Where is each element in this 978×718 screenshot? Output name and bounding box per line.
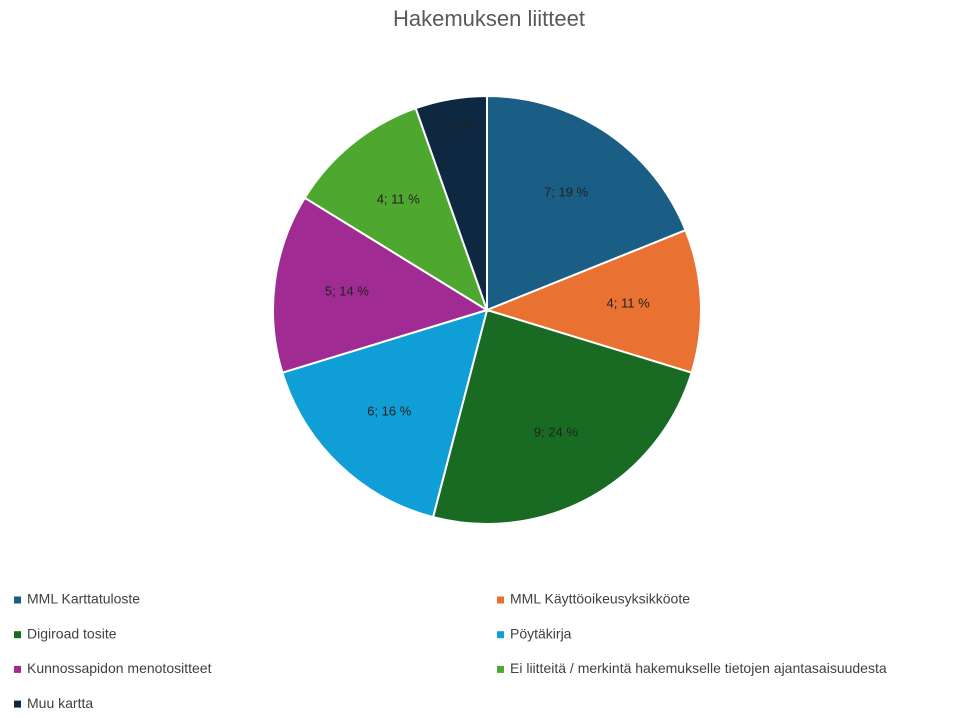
legend-label: MML Käyttöoikeusyksikköote [510,591,690,607]
pie-slice [414,94,488,311]
pie-slice [303,106,489,313]
pie-slice [486,94,687,312]
legend-label: MML Karttatuloste [27,591,140,607]
data-label: 4; 11 % [607,295,651,310]
data-label: 4; 11 % [377,192,421,207]
legend-swatch [14,631,21,639]
data-label: 5; 14 % [325,283,370,298]
data-label: 6; 16 % [367,403,412,418]
chart-title: Hakemuksen liitteet [393,6,585,31]
legend-swatch [14,596,21,604]
legend-swatch [497,596,504,604]
legend-swatch [14,700,21,708]
legend-label: Muu kartta [27,695,93,711]
legend-swatch [497,665,504,673]
legend-swatch [497,631,504,639]
pie-slice [484,228,702,374]
legend-label: Digiroad tosite [27,625,117,641]
data-label: 7; 19 % [544,184,589,199]
pie-slice [281,308,489,519]
legend-label: Pöytäkirja [510,625,572,641]
pie-slice [272,196,490,374]
legend-label: Kunnossapidon menotositteet [27,660,212,676]
data-label: 9; 24 % [534,425,579,440]
pie-slice [431,308,693,525]
legend-label: Ei liitteitä / merkintä hakemukselle tie… [510,660,887,676]
data-label: 2; 5 % [437,118,474,133]
legend-swatch [14,665,21,673]
